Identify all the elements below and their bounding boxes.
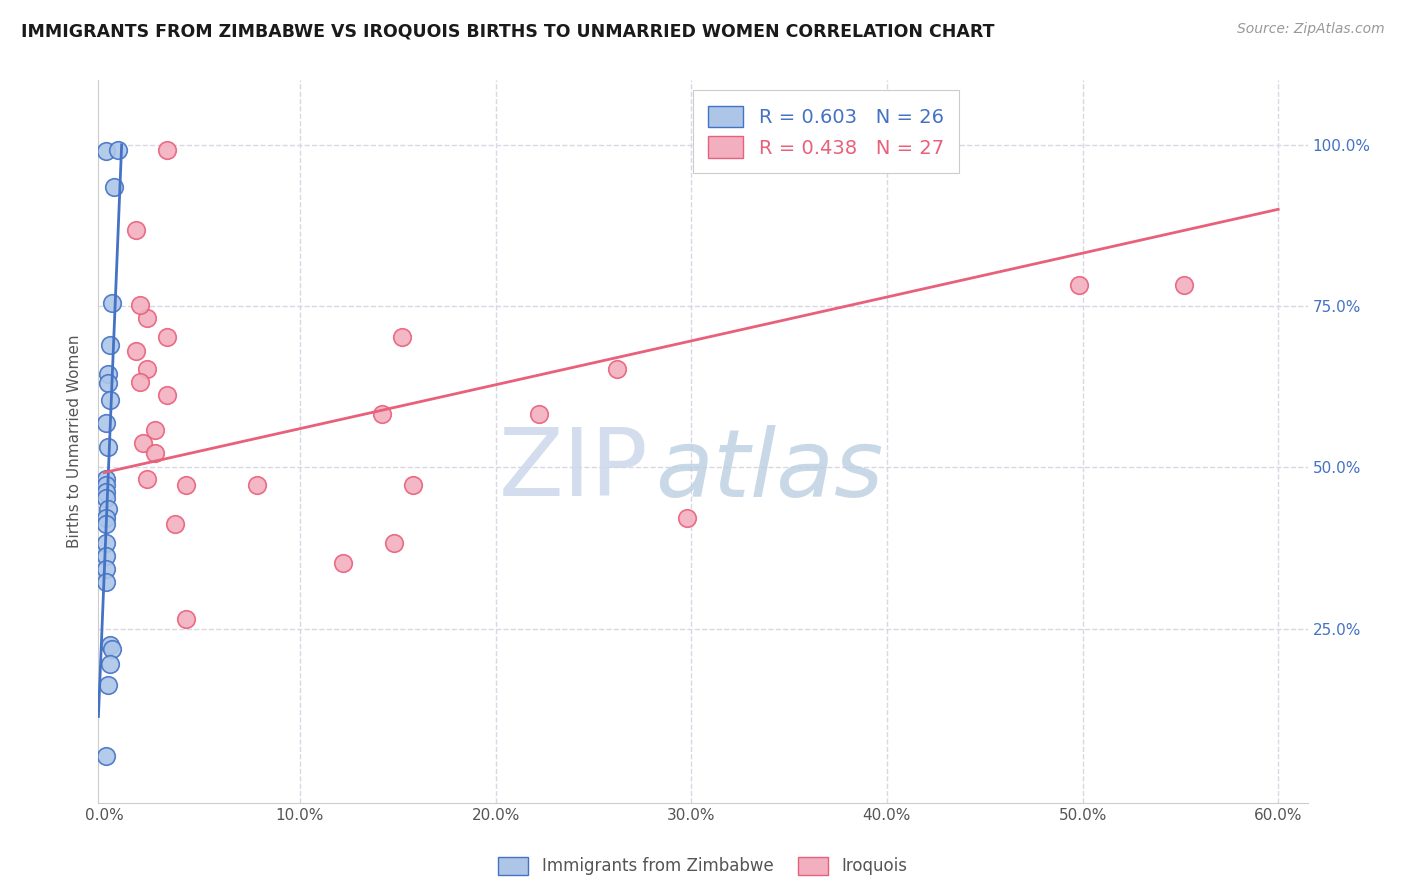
Point [128, 375, 150, 389]
Point [136, 472, 159, 486]
Legend: Immigrants from Zimbabwe, Iroquois: Immigrants from Zimbabwe, Iroquois [492, 850, 914, 882]
Point [676, 510, 699, 524]
Point [100, 642, 122, 657]
Point [96, 575, 118, 590]
Legend: R = 0.603   N = 26, R = 0.438   N = 27: R = 0.603 N = 26, R = 0.438 N = 27 [693, 90, 959, 173]
Point [94, 749, 117, 764]
Point [96, 549, 118, 564]
Point [606, 362, 628, 376]
Point [96, 510, 118, 524]
Point [402, 478, 425, 492]
Point [124, 344, 146, 359]
Text: Source: ZipAtlas.com: Source: ZipAtlas.com [1237, 22, 1385, 37]
Point [156, 143, 179, 157]
Y-axis label: Births to Unmarried Women: Births to Unmarried Women [67, 334, 83, 549]
Point [176, 478, 198, 492]
Text: IMMIGRANTS FROM ZIMBABWE VS IROQUOIS BIRTHS TO UNMARRIED WOMEN CORRELATION CHART: IMMIGRANTS FROM ZIMBABWE VS IROQUOIS BIR… [21, 22, 994, 40]
Point [382, 536, 405, 550]
Point [143, 423, 166, 437]
Point [96, 417, 118, 431]
Point [143, 446, 166, 460]
Point [97, 376, 120, 391]
Text: atlas: atlas [655, 425, 883, 516]
Point [97, 502, 120, 516]
Point [136, 310, 159, 325]
Point [246, 478, 269, 492]
Point [96, 536, 118, 550]
Point [163, 517, 186, 532]
Text: ZIP: ZIP [499, 425, 648, 516]
Point [124, 223, 146, 237]
Point [527, 408, 550, 422]
Point [1067, 278, 1090, 293]
Point [107, 143, 129, 157]
Point [98, 338, 121, 352]
Point [96, 517, 118, 532]
Point [96, 562, 118, 576]
Point [103, 179, 125, 194]
Point [94, 145, 117, 159]
Point [371, 408, 394, 422]
Point [128, 298, 150, 312]
Point [96, 478, 118, 492]
Point [391, 330, 413, 344]
Point [136, 362, 159, 376]
Point [98, 657, 121, 672]
Point [100, 296, 122, 310]
Point [1173, 278, 1195, 293]
Point [332, 556, 354, 570]
Point [96, 491, 118, 506]
Point [132, 435, 155, 450]
Point [156, 330, 179, 344]
Point [176, 612, 198, 626]
Point [96, 484, 118, 499]
Point [97, 367, 120, 381]
Point [98, 392, 121, 407]
Point [98, 638, 121, 652]
Point [156, 388, 179, 402]
Point [96, 472, 118, 486]
Point [97, 440, 120, 454]
Point [97, 678, 120, 692]
